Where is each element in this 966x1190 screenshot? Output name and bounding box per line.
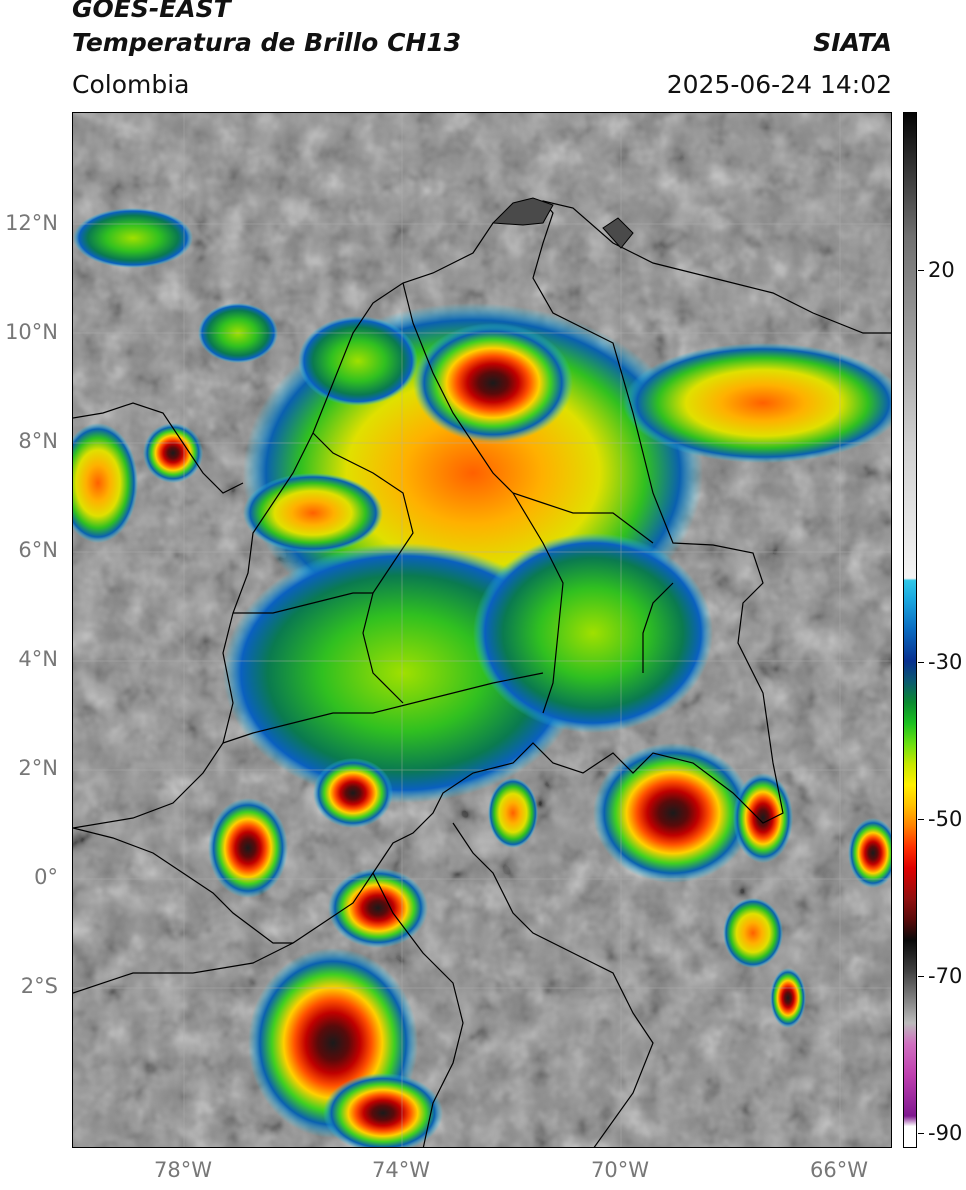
- colorbar-label-20: 20: [928, 258, 955, 282]
- convective-cells: [73, 208, 891, 1147]
- brand-label: SIATA: [813, 28, 892, 57]
- lon-label-66W: 66°W: [810, 1158, 868, 1182]
- colorbar-tick-minus30: [918, 662, 924, 663]
- satellite-title: GOES-EAST: [72, 0, 231, 23]
- lon-label-74W: 74°W: [372, 1158, 430, 1182]
- datetime-label: 2025-06-24 14:02: [666, 70, 892, 99]
- colorbar-label-minus30: -30: [928, 650, 963, 674]
- lat-label-2N: 2°N: [18, 756, 58, 780]
- colorbar-label-minus70: -70: [928, 964, 963, 988]
- temperature-colorbar: [903, 112, 917, 1148]
- colorbar-label-minus90: -90: [928, 1121, 963, 1145]
- colorbar-tick-minus50: [918, 819, 924, 820]
- lon-label-78W: 78°W: [154, 1158, 212, 1182]
- colorbar-tick-20: [918, 270, 924, 271]
- product-title: Temperatura de Brillo CH13: [72, 28, 462, 57]
- lat-label-6N: 6°N: [18, 538, 58, 562]
- satellite-map: [72, 112, 892, 1148]
- region-label: Colombia: [72, 70, 190, 99]
- lat-label-10N: 10°N: [5, 320, 58, 344]
- colorbar-label-minus50: -50: [928, 807, 963, 831]
- lat-label-4N: 4°N: [18, 647, 58, 671]
- map-canvas: [73, 113, 891, 1147]
- lon-label-70W: 70°W: [591, 1158, 649, 1182]
- country-borders: [73, 200, 891, 1147]
- colorbar-tick-minus90: [918, 1133, 924, 1134]
- lat-label-0: 0°: [34, 865, 58, 889]
- lat-label-12N: 12°N: [5, 211, 58, 235]
- colorbar-tick-minus70: [918, 976, 924, 977]
- lat-label-2S: 2°S: [20, 974, 58, 998]
- lat-label-8N: 8°N: [18, 429, 58, 453]
- coastline-features: [491, 197, 634, 249]
- map-gridlines: [73, 113, 891, 1147]
